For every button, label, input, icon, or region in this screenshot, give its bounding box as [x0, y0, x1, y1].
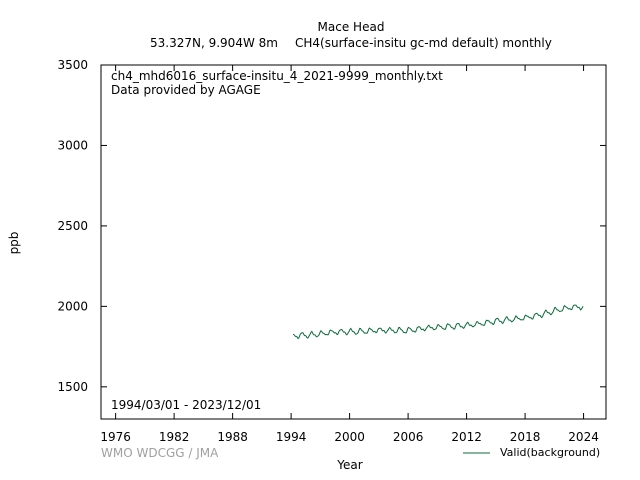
x-tick-label: 1988: [217, 430, 248, 444]
y-tick-label: 2500: [57, 219, 88, 233]
y-tick-label: 3000: [57, 138, 88, 152]
legend: Valid(background): [462, 446, 632, 460]
series-line-valid-background: [292, 304, 584, 340]
x-tick-label: 2024: [568, 430, 599, 444]
x-tick-label: 2012: [451, 430, 482, 444]
provider-annotation: Data provided by AGAGE: [111, 83, 261, 97]
x-tick-label: 2006: [393, 430, 424, 444]
plot-frame: [100, 64, 607, 420]
x-tick-label: 1982: [159, 430, 190, 444]
x-tick-label: 1976: [100, 430, 131, 444]
y-axis-label: ppb: [7, 231, 21, 255]
y-tick-label: 1500: [57, 380, 88, 394]
legend-swatch: [463, 452, 490, 454]
chart-subtitle-species: CH4(surface-insitu gc-md default) monthl…: [295, 36, 552, 50]
x-tick-label: 2018: [510, 430, 541, 444]
filename-annotation: ch4_mhd6016_surface-insitu_4_2021-9999_m…: [111, 69, 443, 83]
date-range-annotation: 1994/03/01 - 2023/12/01: [111, 398, 262, 412]
y-tick-label: 2000: [57, 299, 88, 313]
x-tick-label: 2000: [334, 430, 365, 444]
legend-label: Valid(background): [500, 446, 601, 459]
watermark: WMO WDCGG / JMA: [101, 446, 219, 460]
chart-subtitle-location: 53.327N, 9.904W 8m: [150, 36, 278, 50]
y-tick-label: 3500: [57, 58, 88, 72]
x-axis-label: Year: [337, 458, 363, 472]
x-tick-label: 1994: [276, 430, 307, 444]
chart-title: Mace Head: [317, 20, 385, 34]
